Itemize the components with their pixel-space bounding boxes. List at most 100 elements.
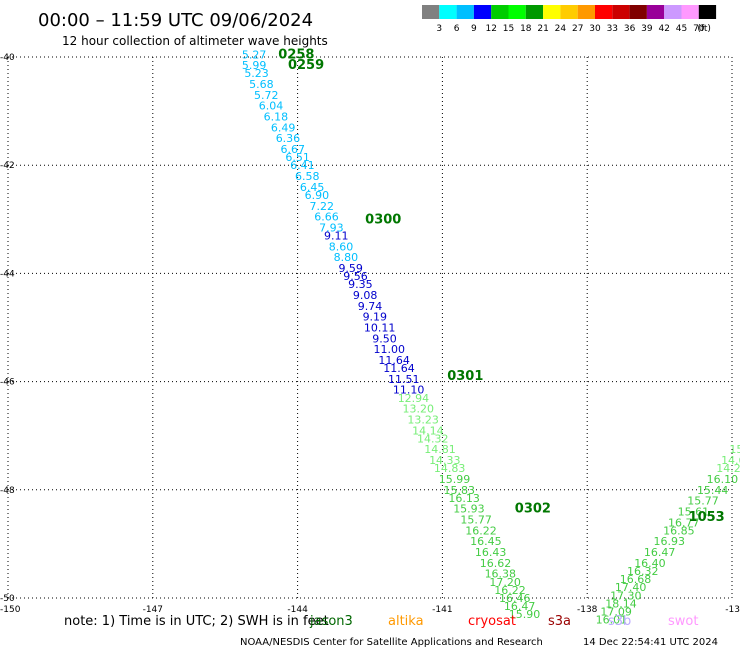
colorbar-swatch — [664, 5, 682, 19]
colorbar-swatch — [577, 5, 595, 19]
time-label: 0301 — [447, 369, 483, 384]
colorbar-label: 9 — [471, 24, 477, 34]
colorbar-swatch — [508, 5, 526, 19]
wave-height-label: 6.04 — [259, 100, 284, 113]
colorbar-swatch — [681, 5, 699, 19]
axis-ticks: -150 -147 -144 -141 -138 -13 -40 -42 -44 -46 -48 -5… — [0, 53, 740, 615]
wave-height-label: 11.51 — [388, 373, 420, 386]
colorbar-swatch — [456, 5, 474, 19]
colorbar-swatch — [629, 5, 647, 19]
wave-height-label: 14.32 — [417, 432, 449, 445]
colorbar-swatch — [560, 5, 578, 19]
x-tick-label: -138 — [577, 605, 598, 615]
wave-height-label: 6.67 — [281, 143, 306, 156]
wave-height-label: 17.40 — [615, 581, 647, 594]
wave-height-label: 15.77 — [687, 495, 719, 508]
wave-height-label: 14.81 — [424, 443, 456, 456]
wave-height-label: 6.58 — [295, 170, 320, 183]
wave-height-label: 16.22 — [494, 584, 526, 597]
wave-height-label: 17.09 — [600, 606, 632, 619]
wave-height-label: 11.10 — [393, 384, 425, 397]
wave-height-label: 8.80 — [334, 251, 359, 264]
colorbar-swatch — [543, 5, 561, 19]
wave-height-label: 16.38 — [485, 568, 517, 581]
wave-height-label: 16.77 — [668, 516, 700, 529]
wave-height-label: 5.27 — [242, 48, 267, 61]
wave-height-label: 15.5 — [729, 443, 740, 456]
data-points: 5.275.995.235.685.726.046.186.496.366.67… — [242, 48, 740, 626]
colorbar-label: 33 — [607, 24, 618, 34]
legend-note: note: 1) Time is in UTC; 2) SWH is in fe… — [64, 614, 329, 629]
colorbar-label: 36 — [624, 24, 636, 34]
satellite-s3a: s3a — [548, 614, 571, 629]
wave-height-label: 11.00 — [374, 343, 406, 356]
colorbar-swatch — [525, 5, 544, 19]
wave-height-label: 9.74 — [358, 300, 383, 313]
wave-height-label: 5.23 — [244, 67, 269, 80]
wave-height-label: 6.49 — [271, 121, 296, 134]
colorbar-swatch — [473, 5, 492, 19]
x-tick-label: -13 — [725, 605, 740, 615]
y-tick-label: -48 — [0, 486, 15, 496]
y-tick-label: -46 — [0, 378, 15, 388]
wave-height-label: 9.56 — [343, 270, 368, 283]
colorbar-label: 39 — [641, 24, 653, 34]
colorbar-swatch — [422, 5, 440, 19]
wave-height-label: 15.44 — [697, 484, 729, 497]
wave-height-label: 16.45 — [470, 535, 502, 548]
y-tick-label: -40 — [0, 53, 15, 63]
colorbar-swatch — [646, 5, 665, 19]
wave-height-label: 15.99 — [439, 473, 471, 486]
colorbar-swatch — [439, 5, 457, 19]
satellite-swot: swot — [668, 614, 698, 629]
colorbar-label: 42 — [658, 24, 669, 34]
wave-height-label: 5.99 — [242, 59, 267, 72]
wave-height-label: 18.14 — [605, 597, 637, 610]
x-tick-label: -141 — [432, 605, 452, 615]
wave-height-label: 9.19 — [363, 311, 388, 324]
wave-height-label: 9.59 — [338, 262, 363, 275]
footer-credit: NOAA/NESDIS Center for Satellite Applica… — [240, 637, 543, 648]
wave-height-label: 9.50 — [372, 332, 397, 345]
time-label: 0302 — [515, 502, 551, 517]
wave-height-label: 15.83 — [444, 484, 476, 497]
time-label: 0259 — [288, 58, 324, 73]
colorbar-label: 15 — [503, 24, 514, 34]
wave-height-label: 6.18 — [264, 111, 289, 124]
colorbar-label: 30 — [589, 24, 601, 34]
wave-height-label: 16.32 — [627, 565, 659, 578]
colorbar-label: 21 — [537, 24, 548, 34]
wave-height-label: 15.93 — [453, 503, 485, 516]
wave-height-label: 5.68 — [249, 78, 274, 91]
wave-height-label: 9.08 — [353, 289, 378, 302]
wave-height-label: 16.01 — [596, 614, 628, 627]
wave-height-label: 7.22 — [309, 200, 334, 213]
satellite-s3b: s3b — [608, 614, 631, 629]
wave-height-label: 16.93 — [654, 535, 686, 548]
x-tick-label: -147 — [143, 605, 163, 615]
wave-height-label: 11.64 — [378, 354, 410, 367]
wave-height-label: 8.60 — [329, 240, 354, 253]
satellite-jason3: jason3 — [309, 614, 353, 629]
wave-height-label: 16.46 — [499, 592, 531, 605]
wave-height-label: 15.61 — [678, 505, 710, 518]
colorbar-label: 24 — [555, 24, 567, 34]
wave-height-label: 16.47 — [504, 600, 536, 613]
wave-height-label: 6.45 — [300, 181, 325, 194]
wave-height-label: 16.10 — [707, 473, 739, 486]
wave-height-label: 14.83 — [434, 462, 466, 475]
wave-height-label: 14.68 — [721, 454, 740, 467]
wave-height-label: 15.77 — [460, 514, 492, 527]
satellite-altika: altika — [388, 614, 424, 629]
colorbar-label: 27 — [572, 24, 583, 34]
x-tick-label: -144 — [287, 605, 308, 615]
wave-height-label: 13.23 — [407, 413, 439, 426]
wave-height-label: 14.14 — [412, 424, 444, 437]
wave-height-label: 11.64 — [383, 362, 415, 375]
chart-subtitle: 12 hour collection of altimeter wave hei… — [62, 34, 328, 48]
colorbar: 3 6 9 12 15 18 21 24 27 30 33 36 39 42 45 70(ft) — [422, 5, 717, 34]
wave-height-label: 5.72 — [254, 89, 279, 102]
wave-height-label: 7.93 — [319, 221, 344, 234]
colorbar-label: 3 — [436, 24, 442, 34]
